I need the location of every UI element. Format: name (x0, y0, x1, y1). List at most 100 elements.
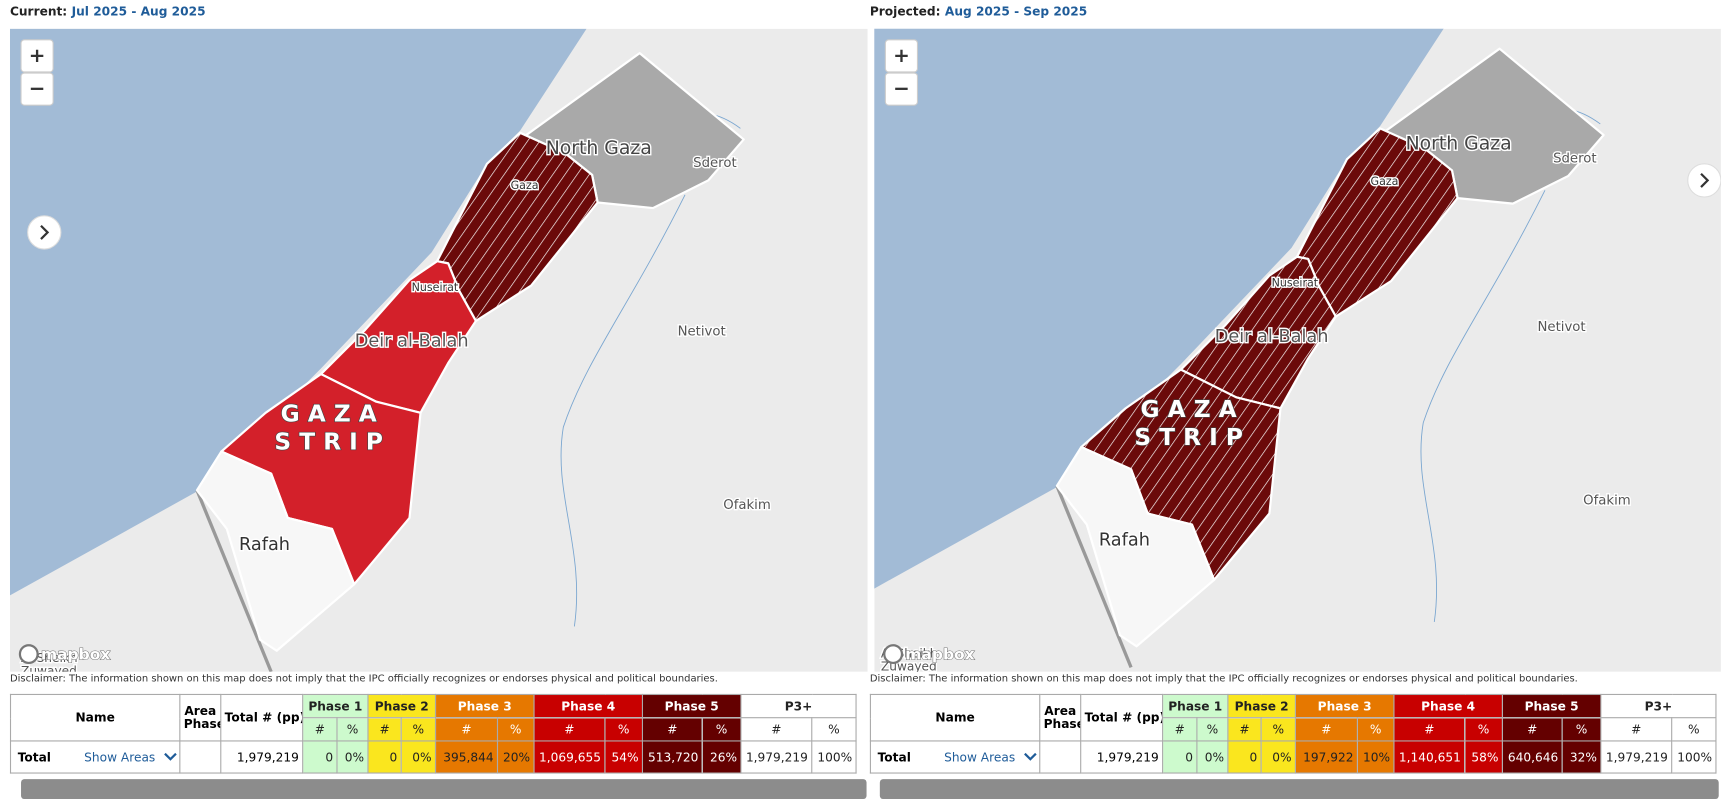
heading: Current: Jul 2025 - Aug 2025 (10, 4, 206, 18)
sub-header: % (1260, 717, 1296, 742)
map-label: Sderot (693, 156, 736, 171)
phase-cell: 0 (367, 740, 402, 774)
phase-cell: 0% (400, 740, 437, 774)
mapbox-logo (18, 644, 39, 665)
chevron-down (1024, 752, 1037, 761)
chevron-path (164, 752, 178, 761)
phase-cell: 0% (1260, 740, 1296, 774)
chevron (1700, 172, 1710, 188)
subheader-row: #% #% #% #% #% #% (870, 717, 1717, 742)
heading-label: Projected: (869, 4, 941, 19)
sub-header: # (1162, 717, 1198, 742)
phase-header: Phase 4 (1393, 693, 1503, 719)
map-label: Ofakim (1583, 494, 1631, 509)
map-label: Nuseirat (1272, 277, 1319, 290)
phase-cell: 640,646 (1501, 740, 1563, 774)
phase-cell: 1,979,219 (1600, 740, 1673, 774)
map-label: Netivot (1537, 320, 1585, 335)
phase-cell: 100% (811, 740, 857, 774)
scrollbar[interactable] (879, 779, 1719, 800)
sub-header: # (434, 717, 499, 742)
scrollbar[interactable] (21, 779, 867, 800)
name-cell: Total Show Areas (9, 740, 181, 774)
map-label: Gaza (511, 179, 539, 192)
phase-cell: 0% (336, 740, 369, 774)
sub-header: # (533, 717, 606, 742)
phase-header: P3+ (1600, 693, 1717, 719)
column-header: Name (869, 693, 1041, 742)
phase-header: Phase 5 (1501, 693, 1602, 719)
map-label: Netivot (678, 324, 726, 339)
phase-cell: 54% (604, 740, 643, 774)
phase-cell: 32% (1561, 740, 1602, 774)
heading-label: Current: (9, 4, 68, 19)
sea (9, 28, 587, 596)
column-header: Name (9, 693, 181, 742)
sub-header: % (1196, 717, 1229, 742)
phase-cell: 0% (1196, 740, 1229, 774)
subheader-row: #% #% #% #% #% #% (11, 717, 857, 742)
show-areas-link[interactable]: Show Areas (84, 749, 156, 765)
sub-header: # (740, 717, 813, 742)
show-areas-link[interactable]: Show Areas (944, 749, 1016, 765)
phase-cell: 395,844 (434, 740, 499, 774)
zoom-button[interactable] (20, 72, 54, 106)
map-label: S T R I P (274, 428, 383, 455)
total-row: Total Show Areas 1,979,219 0 0% 0 0% 197,922 10%… (869, 740, 1717, 774)
heading-period: Aug 2025 - Sep 2025 (944, 4, 1088, 19)
mapbox-logo (883, 644, 904, 665)
sub-header: # (641, 717, 703, 742)
map-label: Gaza (1371, 175, 1399, 188)
map-label: Rafah (239, 535, 290, 555)
zoom-label: + (893, 44, 910, 67)
heading-period: Jul 2025 - Aug 2025 (71, 4, 206, 19)
sub-header: % (1464, 717, 1503, 742)
phase-header: Phase 2 (1227, 693, 1296, 719)
sub-header: # (1501, 717, 1563, 742)
map-label: G A Z A (1141, 396, 1237, 423)
map-label: Sderot (1553, 152, 1596, 167)
zoom-label: − (893, 77, 910, 100)
sub-header: # (367, 717, 402, 742)
map-label: S T R I P (1134, 424, 1243, 451)
next-button[interactable] (27, 215, 62, 250)
phase-header: Phase 4 (533, 693, 643, 719)
map-label: Ofakim (723, 498, 771, 513)
total-row: Total Show Areas 1,979,219 0 0% 0 0% 395,844 20%… (9, 740, 857, 774)
chevron (40, 224, 50, 240)
phase-cell: 513,720 (641, 740, 703, 774)
row-name: Total (17, 749, 51, 765)
map-label: North Gaza (546, 138, 652, 159)
phase-header: Phase 5 (641, 693, 742, 719)
area-phase-cell (179, 740, 222, 774)
zoom-label: − (29, 77, 46, 100)
phase-header: Phase 1 (1162, 693, 1229, 719)
disclaimer: Disclaimer: The information shown on thi… (9, 673, 718, 686)
sea (874, 28, 1444, 589)
phase-cell: 1,140,651 (1393, 740, 1466, 774)
zoom-button[interactable] (884, 39, 919, 73)
zoom-button[interactable] (884, 72, 919, 106)
zoom-button[interactable] (20, 39, 54, 73)
next-button[interactable] (1687, 163, 1721, 198)
phase-cell: 20% (496, 740, 535, 774)
map-label: Nuseirat (412, 281, 459, 294)
column-header: Area Phase (1039, 693, 1082, 742)
sub-header: % (1561, 717, 1602, 742)
chevron-path (1024, 752, 1037, 761)
column-header: Total # (pp) (220, 693, 304, 742)
phase-cell: 0 (1162, 740, 1198, 774)
map-label: G A Z A (281, 401, 377, 428)
sub-header: # (1393, 717, 1466, 742)
border (1055, 485, 1133, 668)
sub-header: % (604, 717, 643, 742)
column-header: Total # (pp) (1080, 693, 1164, 742)
total-cell: 1,979,219 (220, 740, 304, 774)
sub-header: # (1600, 717, 1673, 742)
sub-header: % (400, 717, 437, 742)
